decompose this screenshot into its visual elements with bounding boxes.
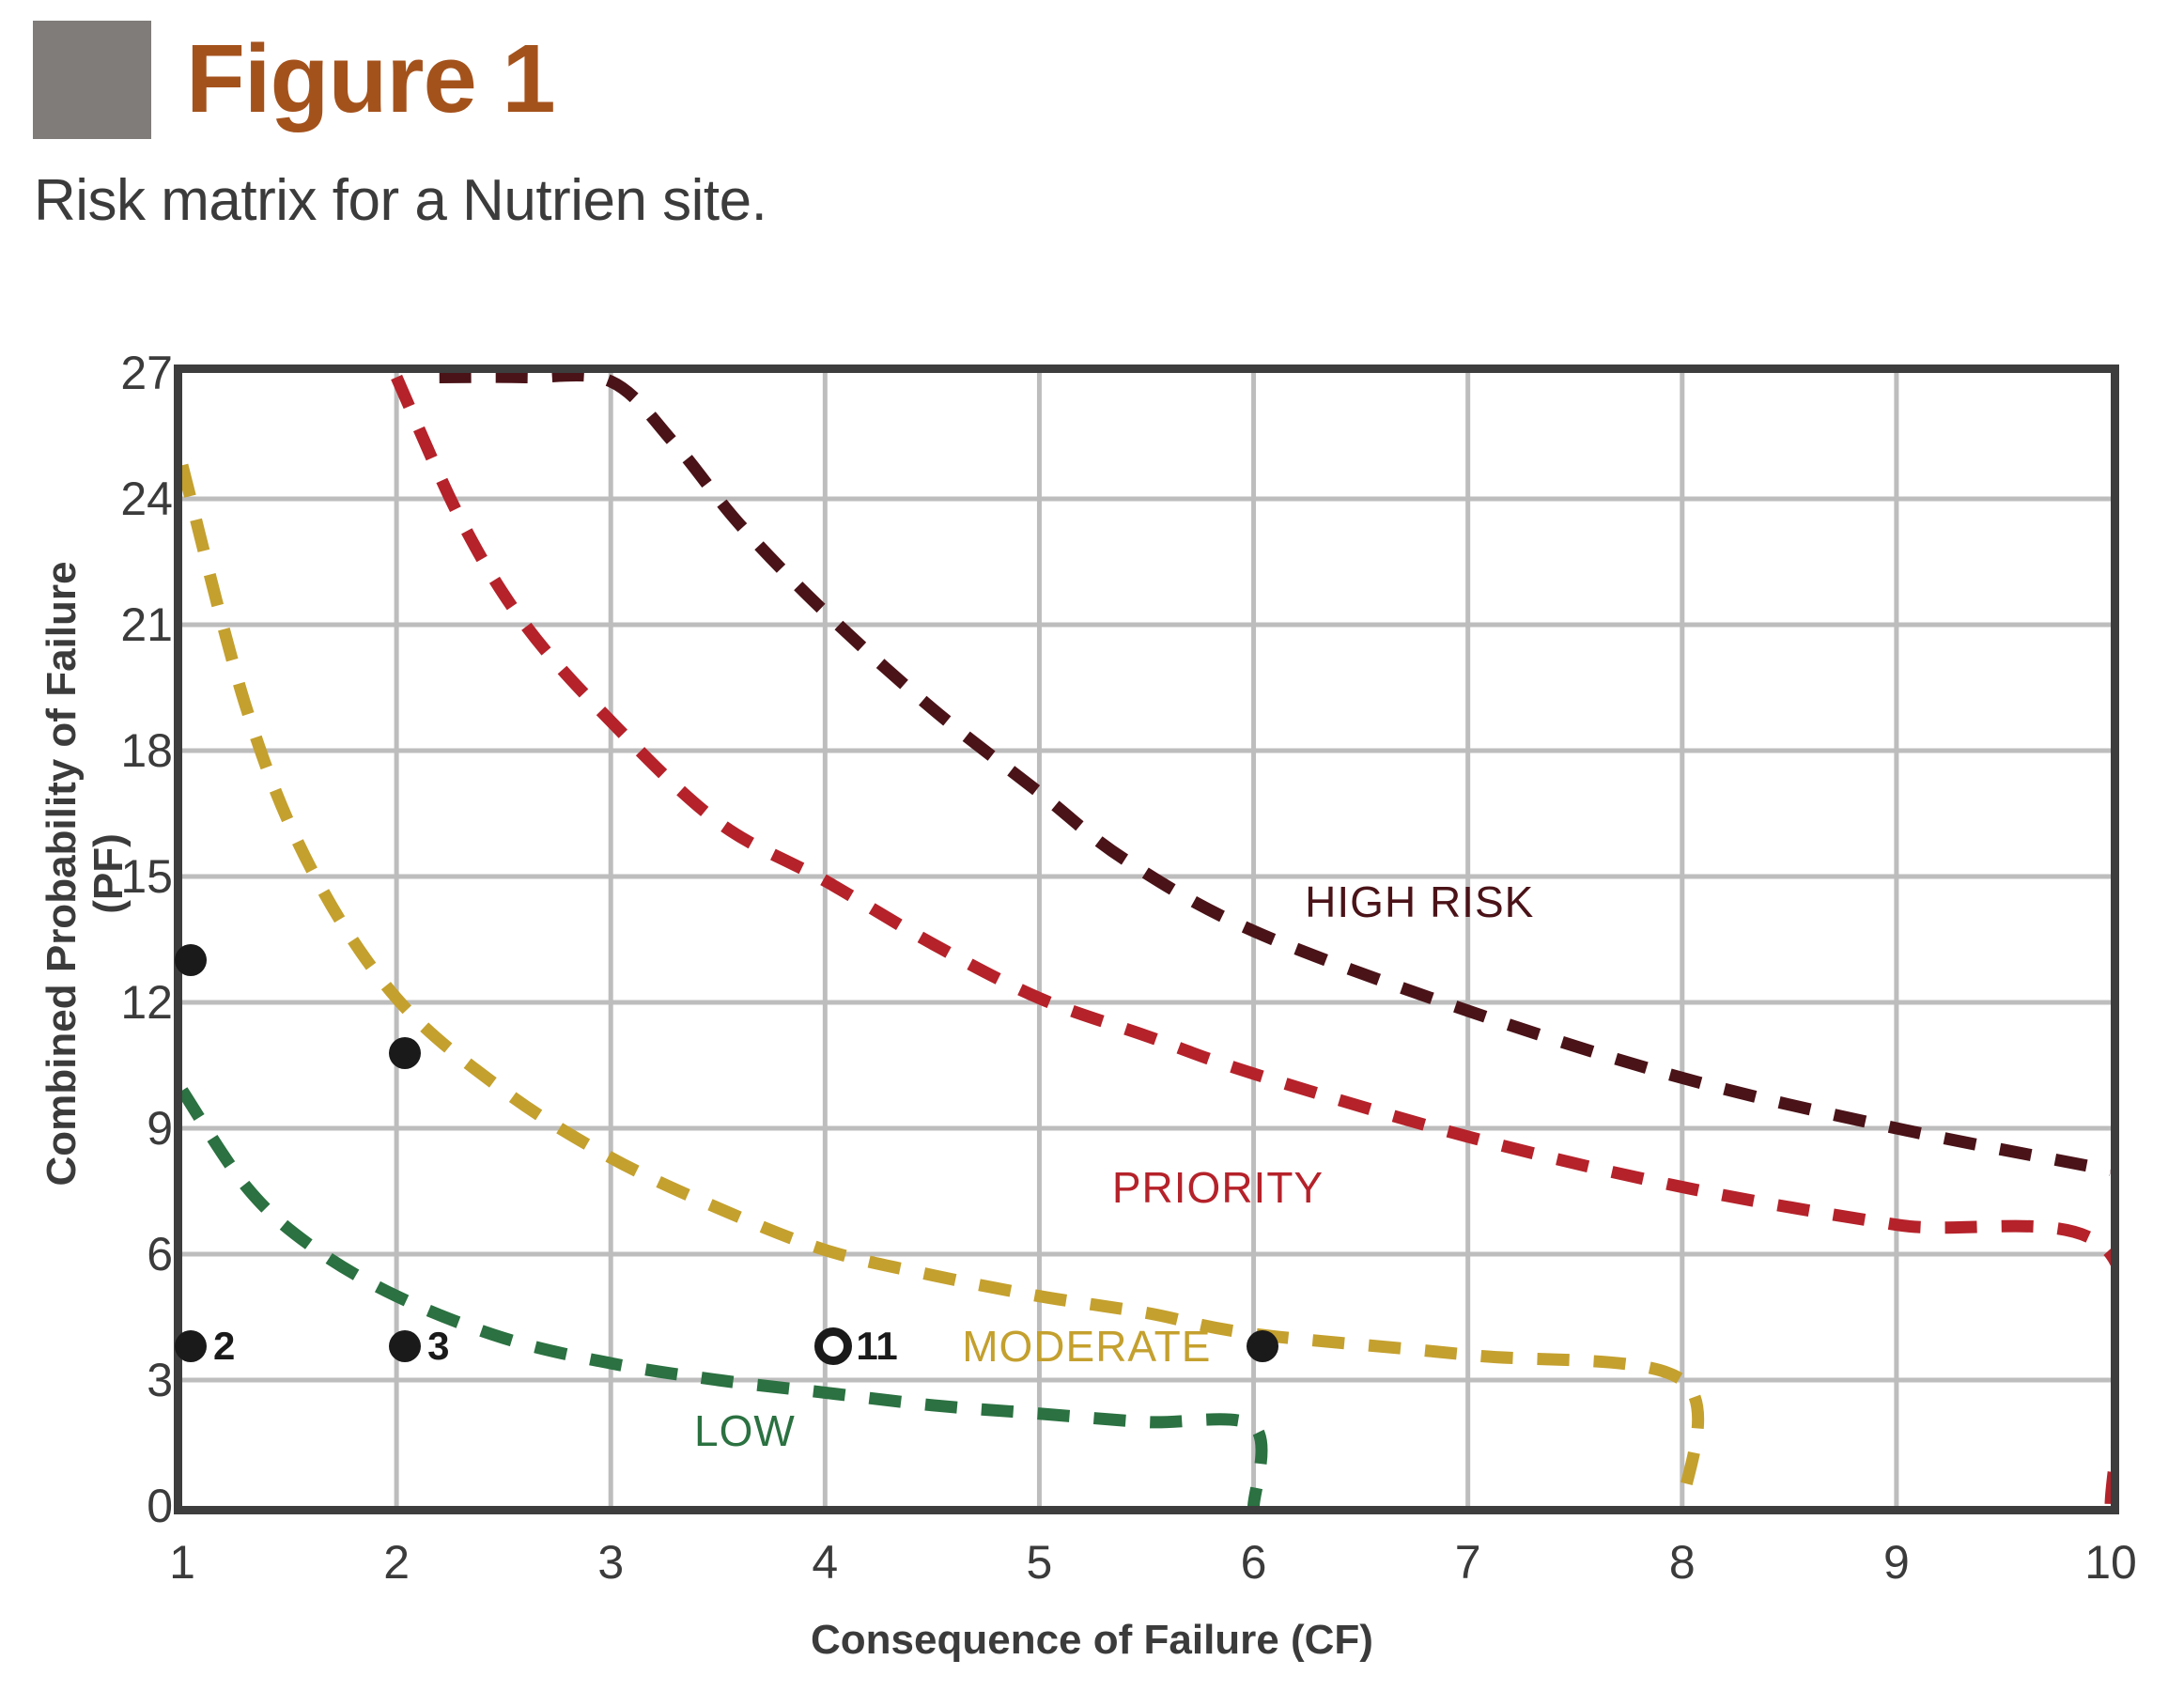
data-point-marker[interactable] [1246, 1330, 1278, 1363]
data-point-marker[interactable] [389, 1330, 422, 1363]
y-axis-tick-label: 9 [147, 1102, 173, 1155]
zone-curve-priority [396, 377, 2111, 1506]
y-axis-tick-label: 0 [147, 1480, 173, 1532]
figure-label: Figure 1 [186, 24, 556, 132]
data-point-marker[interactable] [175, 944, 207, 977]
x-axis-tick-label: 9 [1882, 1536, 1910, 1589]
x-axis-tick-label: 5 [1026, 1536, 1053, 1589]
x-axis-tick-label: 7 [1454, 1536, 1481, 1589]
data-point-label: 2 [213, 1324, 236, 1369]
data-point-marker[interactable] [389, 1036, 422, 1069]
data-point-label: 11 [856, 1324, 898, 1369]
y-axis-tick-label: 12 [120, 976, 173, 1029]
x-axis-tick-label: 4 [812, 1536, 839, 1589]
zone-label-priority: PRIORITY [1111, 1162, 1324, 1212]
y-axis-tick-label: 3 [147, 1354, 173, 1406]
zone-boundary-curves [182, 375, 2111, 1506]
data-point-marker[interactable] [814, 1327, 853, 1366]
y-axis-tick-label: 6 [147, 1228, 173, 1280]
y-axis-tick-label: 15 [120, 850, 173, 903]
x-axis-tick-label: 2 [383, 1536, 410, 1589]
x-axis-tick-label: 10 [2084, 1536, 2137, 1589]
figure-header: Figure 1 Risk matrix for a Nutrien site. [0, 0, 2184, 233]
risk-matrix-chart: Combined Probability of Failure (PF) Con… [0, 225, 2184, 1691]
figure-caption: Risk matrix for a Nutrien site. [34, 168, 767, 233]
zone-curve-moderate [182, 465, 1698, 1506]
figure-color-swatch [33, 21, 151, 139]
x-axis-tick-label: 1 [169, 1536, 195, 1589]
y-axis-tick-label: 27 [120, 347, 173, 399]
gridlines [182, 373, 2111, 1506]
x-axis-tick-label: 3 [597, 1536, 625, 1589]
y-axis-tick-label: 24 [120, 473, 173, 525]
plot-svg [182, 373, 2111, 1506]
zone-label-low: LOW [694, 1405, 796, 1455]
zone-label-moderate: MODERATE [962, 1322, 1212, 1372]
y-axis-tick-label: 18 [120, 724, 173, 777]
plot-area: LOW MODERATE PRIORITY HIGH RISK 2 3 11 [174, 365, 2119, 1514]
data-point-label: 3 [427, 1324, 450, 1369]
zone-curve-low [182, 1091, 1262, 1506]
y-axis-tick-label: 21 [120, 598, 173, 651]
x-axis-tick-label: 8 [1668, 1536, 1696, 1589]
x-axis-title: Consequence of Failure (CF) [811, 1617, 1373, 1663]
x-axis-tick-label: 6 [1240, 1536, 1267, 1589]
data-point-marker[interactable] [175, 1330, 207, 1363]
zone-curve-high-risk [440, 375, 2111, 1170]
zone-label-high-risk: HIGH RISK [1305, 877, 1535, 926]
